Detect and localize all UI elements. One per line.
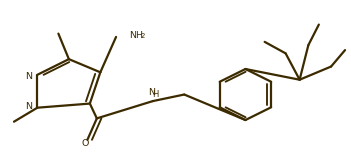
Text: N: N xyxy=(148,88,155,97)
Text: 2: 2 xyxy=(140,33,145,39)
Text: N: N xyxy=(26,72,33,81)
Text: O: O xyxy=(82,139,90,148)
Text: H: H xyxy=(152,90,159,99)
Text: NH: NH xyxy=(130,31,143,40)
Text: N: N xyxy=(26,102,33,111)
